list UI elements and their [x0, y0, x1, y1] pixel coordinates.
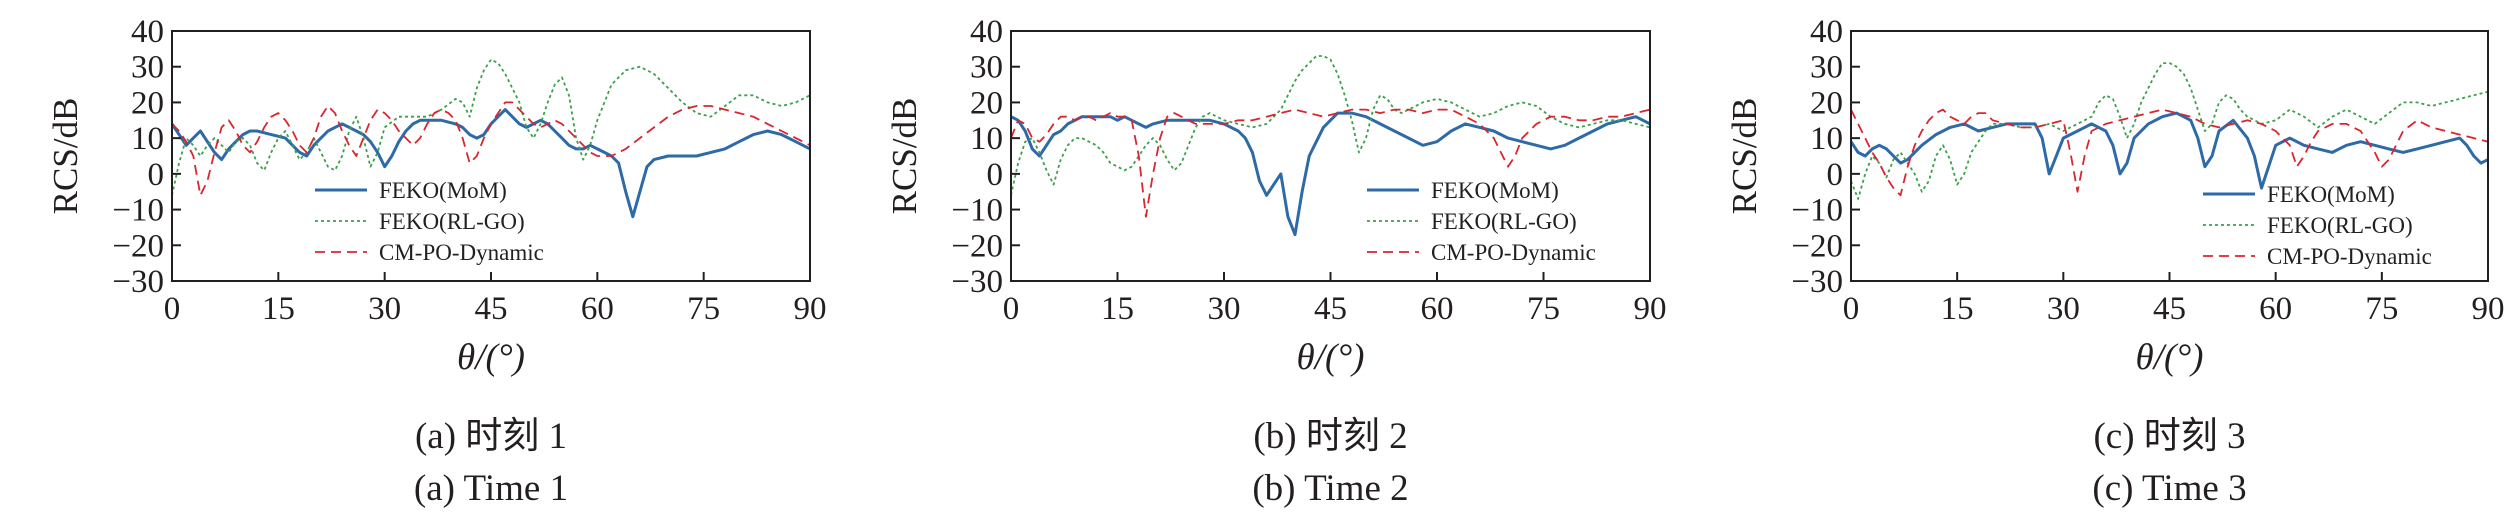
x-tick-label: 90	[2472, 291, 2505, 327]
y-tick-label: 30	[970, 50, 1003, 86]
y-tick-label: 10	[1810, 121, 1843, 157]
y-tick-label: −30	[1791, 264, 1843, 300]
y-tick-label: 30	[1810, 50, 1843, 86]
x-tick-label: 0	[1843, 291, 1860, 327]
y-tick-label: −10	[1791, 193, 1843, 229]
y-tick-label: −20	[112, 228, 164, 264]
series-line-cmpo	[172, 101, 810, 197]
y-tick-label: −10	[951, 193, 1003, 229]
x-tick-label: 15	[1941, 291, 1974, 327]
y-tick-label: 20	[970, 85, 1003, 121]
caption-en: (c) Time 3	[2092, 468, 2246, 509]
legend-label-mom: FEKO(MoM)	[379, 178, 507, 203]
series-line-rlgo	[172, 58, 810, 196]
x-tick-label: 15	[1101, 291, 1134, 327]
x-axis-label: θ/(°)	[1297, 337, 1365, 378]
series-line-mom	[1851, 111, 2488, 190]
x-tick-label: 15	[262, 291, 295, 327]
x-axis-label: θ/(°)	[457, 337, 525, 378]
y-tick-label: −30	[112, 264, 164, 300]
legend-label-cmpo: CM-PO-Dynamic	[1431, 240, 1596, 265]
y-tick-label: 10	[970, 121, 1003, 157]
x-tick-label: 45	[475, 291, 508, 327]
y-tick-label: −30	[951, 264, 1003, 300]
legend-label-cmpo: CM-PO-Dynamic	[379, 240, 544, 265]
x-tick-label: 60	[2259, 291, 2292, 327]
y-tick-label: 10	[131, 121, 164, 157]
series-line-cmpo	[1851, 108, 2488, 197]
y-tick-label: −10	[112, 193, 164, 229]
legend-label-rlgo: FEKO(RL-GO)	[1431, 209, 1577, 234]
y-tick-label: 30	[131, 50, 164, 86]
y-axis-label: RCS/dB	[1725, 98, 1764, 215]
y-tick-label: −20	[951, 228, 1003, 264]
series-line-rlgo	[1011, 55, 1650, 196]
legend-label-rlgo: FEKO(RL-GO)	[2267, 213, 2413, 238]
y-tick-label: 40	[1810, 14, 1843, 50]
x-tick-label: 30	[2047, 291, 2080, 327]
x-tick-label: 45	[2153, 291, 2186, 327]
x-tick-label: 60	[581, 291, 614, 327]
x-tick-label: 75	[687, 291, 720, 327]
y-tick-label: 0	[148, 157, 165, 193]
y-axis-label: RCS/dB	[46, 98, 85, 215]
x-tick-label: 90	[1634, 291, 1667, 327]
caption-en: (b) Time 2	[1252, 468, 1408, 509]
legend-label-rlgo: FEKO(RL-GO)	[379, 209, 525, 234]
x-tick-label: 75	[2365, 291, 2398, 327]
x-tick-label: 90	[794, 291, 827, 327]
y-tick-label: 20	[131, 85, 164, 121]
x-tick-label: 30	[368, 291, 401, 327]
y-tick-label: 0	[1827, 157, 1844, 193]
x-tick-label: 60	[1421, 291, 1454, 327]
y-tick-label: −20	[1791, 228, 1843, 264]
caption-en: (a) Time 1	[414, 468, 568, 509]
legend-label-mom: FEKO(MoM)	[2267, 182, 2395, 207]
y-tick-label: 0	[987, 157, 1004, 193]
legend-label-cmpo: CM-PO-Dynamic	[2267, 244, 2432, 269]
x-tick-label: 0	[1003, 291, 1020, 327]
x-tick-label: 30	[1208, 291, 1241, 327]
y-tick-label: 20	[1810, 85, 1843, 121]
series-line-cmpo	[1011, 108, 1650, 218]
x-axis-label: θ/(°)	[2136, 337, 2204, 378]
y-tick-label: 40	[131, 14, 164, 50]
x-tick-label: 0	[164, 291, 181, 327]
legend-label-mom: FEKO(MoM)	[1431, 178, 1559, 203]
series-line-rlgo	[1851, 62, 2488, 200]
caption-zh: (b) 时刻 2	[1253, 415, 1407, 457]
series-line-mom	[172, 108, 810, 219]
caption-zh: (c) 时刻 3	[2093, 415, 2245, 457]
y-axis-label: RCS/dB	[885, 98, 924, 215]
x-tick-label: 75	[1527, 291, 1560, 327]
caption-zh: (a) 时刻 1	[415, 415, 567, 457]
x-tick-label: 45	[1314, 291, 1347, 327]
y-tick-label: 40	[970, 14, 1003, 50]
